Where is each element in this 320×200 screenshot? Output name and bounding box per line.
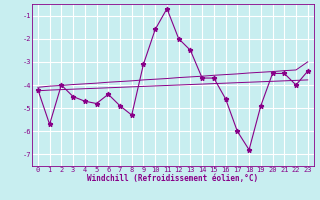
X-axis label: Windchill (Refroidissement éolien,°C): Windchill (Refroidissement éolien,°C) — [87, 174, 258, 183]
